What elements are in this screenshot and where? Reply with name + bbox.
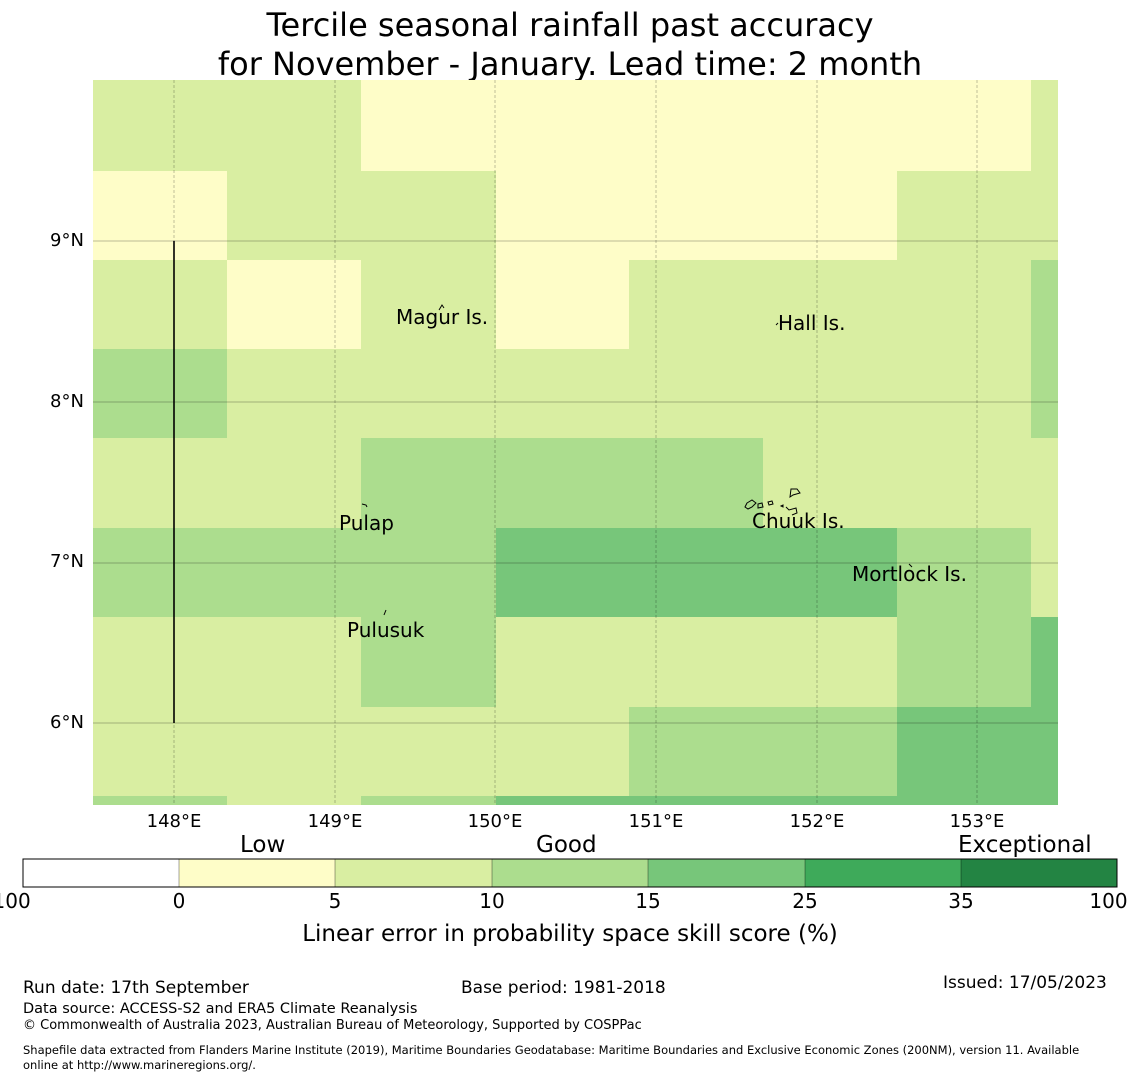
legend-tick: 15	[635, 889, 661, 913]
grid-cell	[93, 707, 629, 796]
legend-tick: 100	[1089, 889, 1128, 913]
copyright: © Commonwealth of Australia 2023, Austra…	[23, 1018, 642, 1033]
issued-date: Issued: 17/05/2023	[943, 973, 1107, 993]
grid-cell	[361, 438, 763, 528]
place-label-pulusuk: Pulusuk	[347, 618, 425, 642]
legend-category-exceptional: Exceptional	[958, 832, 1092, 858]
grid-cell	[629, 260, 1031, 349]
legend-tick: -100	[0, 889, 31, 913]
grid-cell	[93, 617, 361, 707]
colorbar-title: Linear error in probability space skill …	[302, 921, 838, 947]
grid-cell	[227, 171, 496, 260]
chuuk-island-shape	[767, 500, 774, 506]
place-label-magur: Magur Is.	[396, 305, 489, 329]
grid-cell	[93, 260, 227, 349]
grid-cell	[1031, 528, 1058, 617]
place-label-hall: Hall Is.	[778, 311, 846, 335]
chuuk-island-shape	[744, 499, 757, 510]
grid-cell	[897, 528, 1031, 617]
lon-label-149e: 149°E	[307, 811, 363, 832]
grid-cell	[227, 796, 361, 805]
run-date: Run date: 17th September	[23, 978, 249, 998]
grid-cell	[629, 707, 897, 796]
grid-cell	[897, 707, 1058, 796]
lat-label-6n: 6°N	[50, 712, 84, 733]
grid-cell	[496, 528, 897, 617]
legend-category-low: Low	[240, 832, 286, 858]
shapefile-credit-line-2: online at http://www.marineregions.org/.	[23, 1058, 256, 1072]
grid-cell	[496, 796, 1058, 805]
place-label-pulap: Pulap	[339, 511, 394, 535]
colorbar-segment	[335, 859, 492, 887]
legend-tick: 10	[479, 889, 505, 913]
data-source: Data source: ACCESS-S2 and ERA5 Climate …	[23, 1001, 418, 1017]
grid-cell	[93, 80, 361, 171]
magur-island-shape	[438, 304, 445, 311]
lon-label-150e: 150°E	[467, 811, 523, 832]
base-period: Base period: 1981-2018	[461, 978, 666, 998]
colorbar-segment	[23, 859, 179, 887]
mortlock-island-shape	[908, 563, 913, 568]
skill-grid	[93, 80, 1058, 805]
shapefile-credit-line-1: Shapefile data extracted from Flanders M…	[23, 1043, 1080, 1057]
grid-cell	[1031, 80, 1058, 171]
lat-label-8n: 8°N	[50, 391, 84, 412]
colorbar-segment	[961, 859, 1117, 887]
colorbar-segment	[492, 859, 648, 887]
grid-cell	[361, 796, 496, 805]
grid-cell	[496, 260, 629, 349]
colorbar-segment	[179, 859, 335, 887]
chuuk-island-shape	[779, 504, 784, 508]
lat-label-7n: 7°N	[50, 551, 84, 572]
place-label-mortlock: Mortlock Is.	[852, 562, 967, 586]
grid-cell	[93, 796, 227, 805]
grid-cell	[227, 349, 1031, 438]
grid-cell	[496, 171, 897, 260]
colorbar-segment	[805, 859, 961, 887]
legend-tick: 0	[172, 889, 186, 913]
pulusuk-island-shape	[383, 609, 387, 616]
lon-label-153e: 153°E	[949, 811, 1005, 832]
chuuk-island-shape	[785, 506, 798, 516]
grid-cell	[897, 171, 1058, 260]
grid-cell	[361, 260, 496, 349]
hall-island-shape	[775, 322, 779, 326]
grid-cell	[1031, 617, 1058, 707]
islands	[361, 304, 913, 616]
pulap-island-shape	[361, 503, 368, 508]
chuuk-island-shape	[789, 488, 801, 499]
legend-tick: 25	[792, 889, 818, 913]
grid-cell	[496, 617, 897, 707]
grid-cell	[361, 80, 1031, 171]
grid-cell	[1031, 260, 1058, 349]
chuuk-island-shape	[757, 502, 764, 509]
grid-cell	[93, 438, 361, 528]
place-label-chuuk: Chuuk Is.	[752, 509, 845, 533]
legend-tick: 5	[328, 889, 342, 913]
map-title-line-1: Tercile seasonal rainfall past accuracy	[266, 6, 874, 44]
legend-tick: 35	[948, 889, 974, 913]
lat-label-9n: 9°N	[50, 230, 84, 251]
colorbar	[22, 858, 1118, 888]
lon-label-148e: 148°E	[146, 811, 202, 832]
colorbar-dividers	[178, 859, 962, 887]
grid-cell	[93, 349, 227, 438]
grid-cell	[763, 438, 1058, 528]
grid-cell	[361, 617, 496, 707]
map-title-line-2: for November - January. Lead time: 2 mon…	[217, 45, 923, 83]
colorbar-segment	[648, 859, 805, 887]
colorbar-frame	[22, 858, 1118, 888]
lon-label-151e: 151°E	[628, 811, 684, 832]
grid-cell	[93, 528, 496, 617]
grid-cell	[227, 260, 361, 349]
parallels	[93, 240, 1058, 724]
grid-cell	[1031, 349, 1058, 438]
grid-cell	[93, 171, 227, 260]
lon-label-152e: 152°E	[789, 811, 845, 832]
legend-category-good: Good	[536, 832, 597, 858]
grid-cell	[897, 617, 1031, 707]
